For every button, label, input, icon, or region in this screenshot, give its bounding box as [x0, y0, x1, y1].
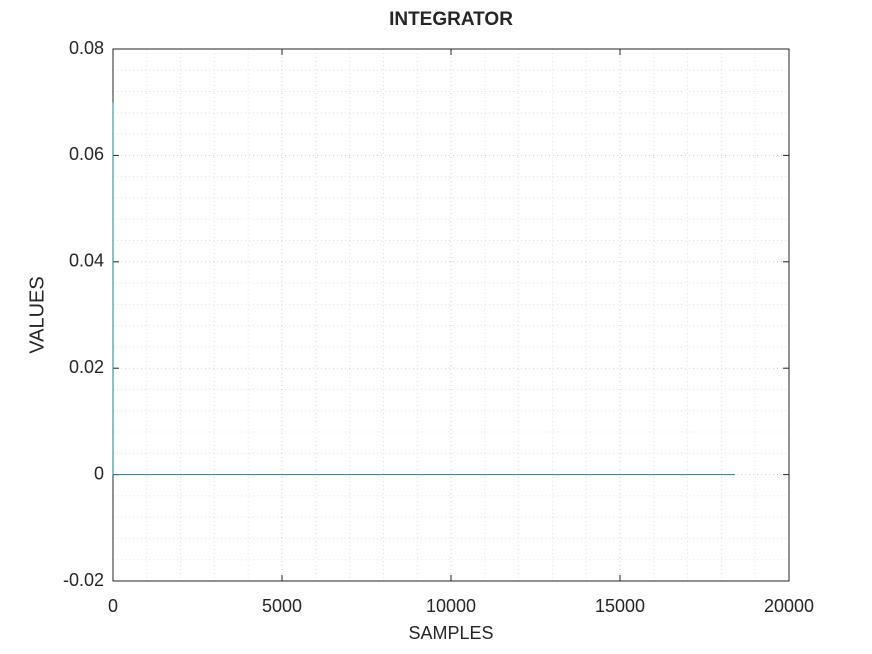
y-tick-label: 0.08	[69, 38, 104, 58]
x-tick-label: 10000	[426, 596, 476, 616]
x-axis-label: SAMPLES	[408, 623, 493, 643]
y-tick-label: 0.02	[69, 357, 104, 377]
y-tick-label: -0.02	[63, 570, 104, 590]
x-tick-label: 5000	[262, 596, 302, 616]
x-tick-label: 0	[108, 596, 118, 616]
y-tick-label: 0	[94, 463, 104, 483]
y-tick-label: 0.06	[69, 144, 104, 164]
x-tick-label: 20000	[764, 596, 814, 616]
chart-title: INTEGRATOR	[389, 9, 513, 30]
y-axis-label: VALUES	[26, 276, 48, 353]
x-tick-label: 15000	[595, 596, 645, 616]
y-tick-label: 0.04	[69, 251, 104, 271]
data-line	[112, 102, 735, 476]
